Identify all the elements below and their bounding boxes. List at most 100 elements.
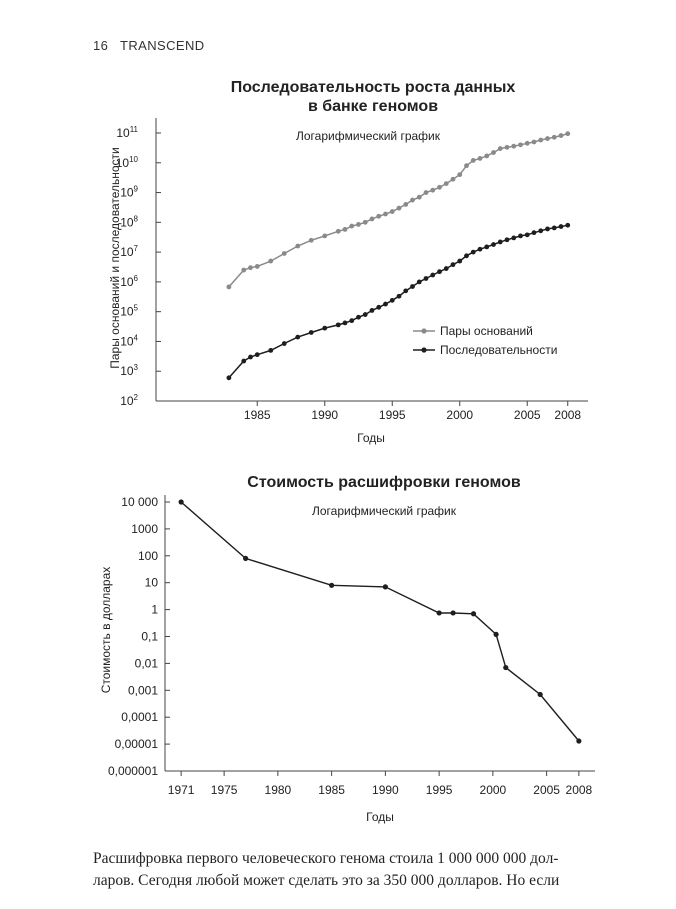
base-pairs-point xyxy=(376,213,382,219)
sequences-point xyxy=(423,276,429,281)
chart2-ylabel: Стоимость в долларах xyxy=(99,567,113,694)
legend-label-sequences: Последовательности xyxy=(440,343,557,357)
base-pairs-point xyxy=(524,140,530,146)
base-pairs-point xyxy=(450,176,456,182)
x-tick-label: 2008 xyxy=(566,783,593,797)
sequences-point xyxy=(396,293,402,299)
sequences-point xyxy=(376,304,382,310)
x-tick-label: 1980 xyxy=(265,783,292,797)
base-pairs-point xyxy=(504,144,510,150)
base-pairs-point xyxy=(403,202,409,207)
genbank-growth-chart: Последовательность роста данных в банке … xyxy=(108,79,588,445)
sequencing-cost-chart: Стоимость расшифровки геномов Логарифмич… xyxy=(99,474,595,824)
base-pairs-point xyxy=(511,143,517,149)
base-pairs-point xyxy=(356,222,361,227)
base-pairs-point xyxy=(430,187,436,193)
sequences-point xyxy=(248,354,253,360)
base-pairs-point xyxy=(254,264,260,269)
sequences-point xyxy=(281,341,287,346)
base-pairs-point xyxy=(281,251,287,256)
sequences-point xyxy=(531,230,537,236)
sequences-point xyxy=(410,284,415,289)
y-tick-label: 0,01 xyxy=(135,656,159,670)
y-tick-label: 1000 xyxy=(131,522,158,536)
sequences-point xyxy=(403,288,409,294)
sequences-point xyxy=(383,301,388,307)
x-tick-label: 2005 xyxy=(514,408,541,422)
sequences-point xyxy=(389,297,395,303)
cost-point xyxy=(436,610,442,616)
base-pairs-point xyxy=(437,184,442,190)
chart1-title-line1: Последовательность роста данных xyxy=(231,79,516,96)
base-pairs-point xyxy=(551,134,557,140)
cost-point xyxy=(503,664,509,671)
base-pairs-point xyxy=(410,197,415,203)
sequences-point xyxy=(545,226,550,232)
x-tick-label: 1985 xyxy=(244,408,271,422)
cost-line xyxy=(180,501,580,742)
sequences-point xyxy=(524,232,530,238)
sequences-point xyxy=(491,242,496,247)
base-pairs-point xyxy=(470,158,476,163)
legend-marker-sequences xyxy=(421,347,427,353)
base-pairs-point xyxy=(491,150,496,155)
base-pairs-point xyxy=(484,153,490,159)
sequences-point xyxy=(342,320,348,326)
base-pairs-point xyxy=(226,284,232,290)
base-pairs-point xyxy=(497,146,503,151)
base-pairs-point xyxy=(518,142,523,148)
base-pairs-point xyxy=(423,190,429,195)
base-pairs-point xyxy=(538,137,544,143)
base-pairs-point xyxy=(248,265,253,271)
base-pairs-point xyxy=(342,226,348,232)
sequences-point xyxy=(362,312,368,317)
base-pairs-point xyxy=(545,136,550,141)
base-pairs-point xyxy=(349,223,355,229)
base-pairs-point xyxy=(362,219,368,225)
page-number: 16 xyxy=(93,38,109,53)
y-tick-label: 0,000001 xyxy=(108,764,158,778)
book-title: TRANSCEND xyxy=(120,38,205,53)
y-tick-label: 10 xyxy=(145,576,159,590)
x-tick-label: 1975 xyxy=(211,783,238,797)
chart2-xlabel: Годы xyxy=(366,810,394,824)
sequences-point xyxy=(356,314,361,320)
cost-point xyxy=(576,738,582,744)
base-pairs-point xyxy=(443,181,449,186)
base-pairs-point xyxy=(389,209,395,214)
base-pairs-point xyxy=(457,172,463,178)
x-tick-label: 1971 xyxy=(168,783,195,797)
base-pairs-point xyxy=(531,139,537,145)
sequences-point xyxy=(511,235,517,241)
base-pairs-point xyxy=(383,211,388,217)
base-pairs-point xyxy=(335,228,341,234)
x-tick-label: 2005 xyxy=(533,783,560,797)
base-pairs-point xyxy=(268,258,274,264)
sequences-point xyxy=(254,352,260,358)
base-pairs-point xyxy=(295,243,301,249)
sequences-point xyxy=(335,322,341,328)
cost-point xyxy=(178,499,184,505)
sequences-point xyxy=(484,244,490,250)
y-tick-label: 100 xyxy=(138,549,158,563)
x-tick-label: 1995 xyxy=(426,783,453,797)
base-pairs-point xyxy=(565,131,571,137)
sequences-point xyxy=(477,246,483,252)
sequences-point xyxy=(443,266,449,271)
sequences-point xyxy=(369,308,375,313)
chart2-note: Логарифмический график xyxy=(312,504,457,518)
sequences-point xyxy=(558,224,564,229)
base-pairs-point xyxy=(416,194,422,200)
sequences-point xyxy=(241,358,247,364)
sequences-point xyxy=(551,225,557,231)
legend-label-base-pairs: Пары оснований xyxy=(440,324,533,338)
y-tick-label: 10 000 xyxy=(121,495,158,509)
sequences-point xyxy=(322,325,328,331)
chart1-ylabel: Пары оснований и последовательности xyxy=(108,147,122,369)
x-tick-label: 1990 xyxy=(372,783,399,797)
sequences-point xyxy=(430,272,436,278)
x-tick-label: 2000 xyxy=(446,408,473,422)
sequences-point xyxy=(497,239,503,245)
x-tick-label: 1995 xyxy=(379,408,406,422)
sequences-point xyxy=(464,253,469,259)
